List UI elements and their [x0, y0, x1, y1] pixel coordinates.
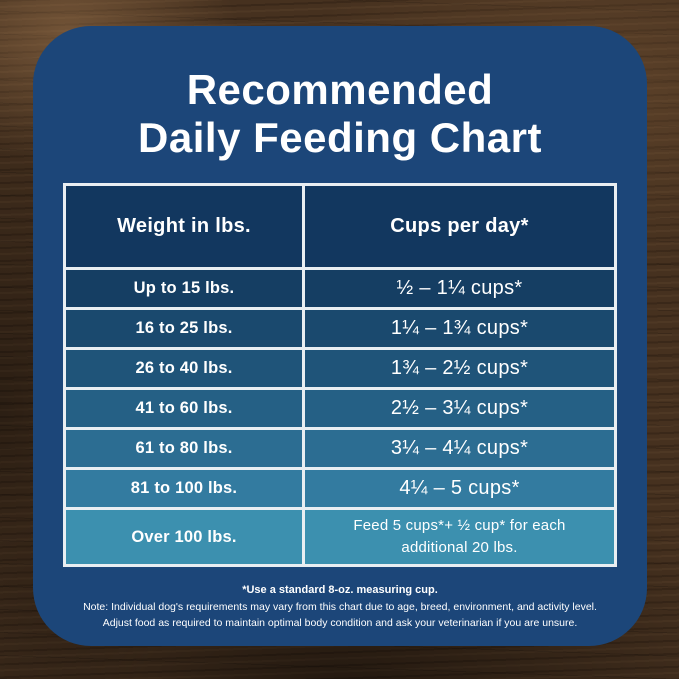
title-line-1: Recommended: [186, 66, 494, 113]
note-line-2: Adjust food as required to maintain opti…: [102, 616, 578, 629]
row-1-cups-cell: ½ – 1¼ cups*: [305, 270, 614, 307]
measuring-cup-note: *Use a standard 8-oz. measuring cup.: [242, 584, 438, 596]
feeding-table: Weight in lbs. Cups per day* Up to 15 lb…: [63, 183, 617, 567]
note-line-1: Note: Individual dog's requirements may …: [83, 601, 597, 613]
row-5-cups-cell: 3¼ – 4¼ cups*: [305, 430, 614, 467]
row-5-weight-cell: 61 to 80 lbs.: [66, 430, 302, 467]
row-7-cups-text: Feed 5 cups*+ ½ cup* for each additional…: [353, 516, 566, 557]
row-4-cups-cell: 2½ – 3¼ cups*: [305, 390, 614, 427]
row-2-weight-cell: 16 to 25 lbs.: [66, 310, 302, 347]
page-title: Recommended Daily Feeding Chart: [33, 66, 647, 162]
row-4-weight-cell: 41 to 60 lbs.: [66, 390, 302, 427]
column-header-cups: Cups per day*: [305, 186, 614, 267]
row-1-weight-cell: Up to 15 lbs.: [66, 270, 302, 307]
title-line-2: Daily Feeding Chart: [138, 113, 542, 161]
row-7-weight-cell: Over 100 lbs.: [66, 510, 302, 564]
row-6-cups-cell: 4¼ – 5 cups*: [305, 470, 614, 507]
feeding-chart-card: Recommended Daily Feeding Chart Weight i…: [33, 26, 647, 646]
row-6-weight-cell: 81 to 100 lbs.: [66, 470, 302, 507]
row-2-cups-cell: 1¼ – 1¾ cups*: [305, 310, 614, 347]
column-header-weight: Weight in lbs.: [66, 186, 302, 267]
row-3-cups-cell: 1¾ – 2½ cups*: [305, 350, 614, 387]
footnotes: *Use a standard 8-oz. measuring cup. Not…: [33, 584, 647, 631]
row-7-cups-cell: Feed 5 cups*+ ½ cup* for each additional…: [305, 510, 614, 564]
row-3-weight-cell: 26 to 40 lbs.: [66, 350, 302, 387]
